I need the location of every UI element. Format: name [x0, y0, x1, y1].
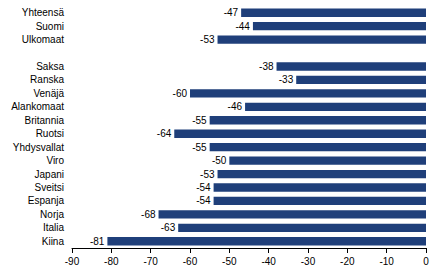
svg-text:Yhdysvallat: Yhdysvallat: [13, 142, 64, 153]
svg-text:-68: -68: [141, 209, 156, 220]
svg-text:-38: -38: [259, 61, 274, 72]
svg-text:Sveitsi: Sveitsi: [35, 182, 64, 193]
svg-text:-53: -53: [200, 34, 215, 45]
svg-text:-33: -33: [279, 74, 294, 85]
svg-text:Suomi: Suomi: [36, 21, 64, 32]
svg-text:-50: -50: [222, 256, 237, 267]
svg-text:-64: -64: [157, 128, 172, 139]
svg-text:-60: -60: [173, 88, 188, 99]
svg-text:Ruotsi: Ruotsi: [36, 128, 64, 139]
svg-text:Espanja: Espanja: [28, 195, 65, 206]
svg-text:-80: -80: [104, 256, 119, 267]
svg-text:Saksa: Saksa: [36, 61, 64, 72]
svg-text:-63: -63: [161, 222, 176, 233]
svg-text:-55: -55: [192, 115, 207, 126]
svg-text:-46: -46: [228, 101, 243, 112]
svg-text:-81: -81: [90, 236, 105, 247]
svg-text:-50: -50: [212, 155, 227, 166]
svg-text:-55: -55: [192, 142, 207, 153]
svg-text:Kiina: Kiina: [42, 236, 65, 247]
svg-text:Ulkomaat: Ulkomaat: [22, 34, 64, 45]
svg-text:-54: -54: [196, 195, 211, 206]
svg-text:-47: -47: [224, 7, 239, 18]
svg-text:Italia: Italia: [43, 222, 65, 233]
svg-text:-20: -20: [340, 256, 355, 267]
svg-text:Venäjä: Venäjä: [33, 88, 64, 99]
svg-text:-90: -90: [65, 256, 80, 267]
svg-text:-44: -44: [235, 21, 250, 32]
svg-text:-54: -54: [196, 182, 211, 193]
svg-text:Alankomaat: Alankomaat: [11, 101, 64, 112]
svg-text:-70: -70: [143, 256, 158, 267]
svg-text:-10: -10: [379, 256, 394, 267]
svg-text:Yhteensä: Yhteensä: [22, 7, 65, 18]
svg-text:Viro: Viro: [46, 155, 64, 166]
svg-text:Norja: Norja: [40, 209, 64, 220]
svg-text:-30: -30: [301, 256, 316, 267]
svg-text:-60: -60: [183, 256, 198, 267]
svg-text:-53: -53: [200, 169, 215, 180]
svg-text:Ranska: Ranska: [30, 74, 64, 85]
svg-text:Japani: Japani: [35, 169, 64, 180]
svg-text:Britannia: Britannia: [25, 115, 65, 126]
svg-text:-40: -40: [261, 256, 276, 267]
svg-text:0: 0: [423, 256, 429, 267]
